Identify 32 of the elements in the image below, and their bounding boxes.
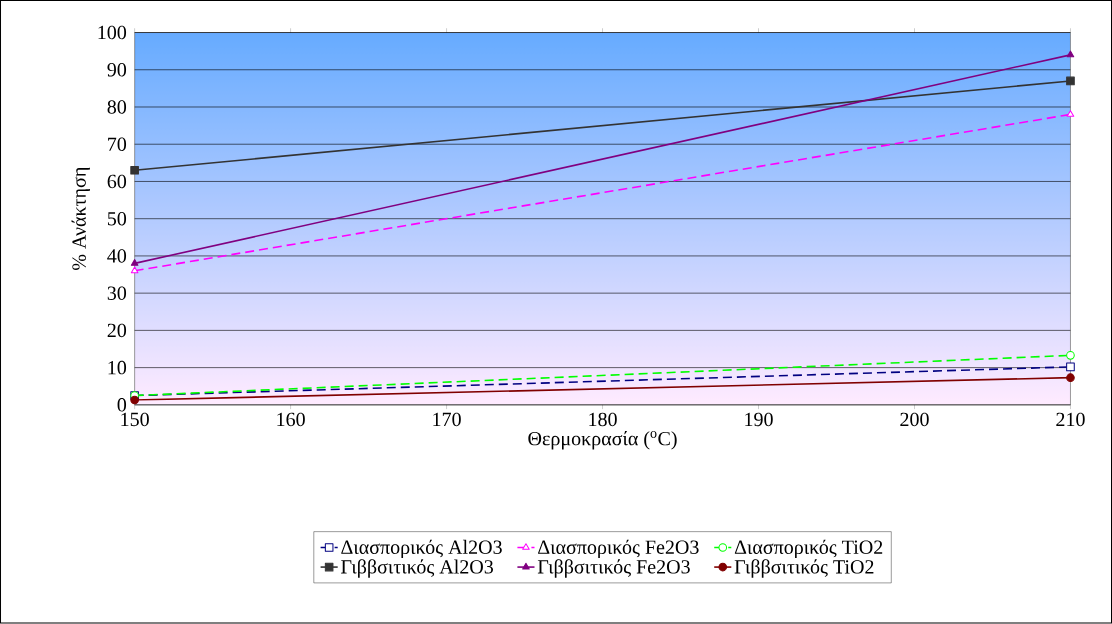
y-tick-label: 50 [107,212,127,226]
y-tick-label: 0 [117,398,127,412]
y-axis-title: % Ανάκτηση [71,167,90,271]
point [1066,362,1075,372]
legend-label: Γιββσιτικός Al2O3 [341,559,494,578]
x-tick-label: 160 [277,412,305,427]
x-tick-label: 210 [1056,412,1085,427]
y-tick-label: 90 [107,63,127,77]
legend-label: Διασπορικός Al2O3 [341,539,502,559]
x-tick-label: 150 [121,412,149,427]
x-tick-label: 200 [900,412,929,427]
point [1066,76,1075,86]
point [130,395,139,405]
point [130,166,139,175]
x-tick-label: 190 [745,412,773,427]
legend-label: Γιββσιτικός Fe2O3 [537,559,690,578]
y-tick-label: 80 [107,100,127,114]
y-tick-label: 40 [107,249,127,263]
y-tick-label: 10 [108,361,127,375]
legend-label: Διασπορικός Fe2O3 [538,539,699,559]
y-tick-label: 60 [107,174,127,189]
point [1066,373,1075,383]
y-tick-label: 20 [107,323,127,338]
x-axis-title: Θερμοκρασία ($^{o}$C) [528,431,677,450]
y-tick-label: 30 [107,286,127,301]
legend-label: Διασπορικός TiO2 [734,539,883,559]
x-tick-label: 180 [589,412,617,427]
x-tick-label: 170 [433,412,461,427]
y-tick-label: 70 [108,137,127,152]
y-tick-label: 100 [98,25,127,40]
point [1066,351,1075,360]
legend-label: Γιββσιτικός TiO2 [734,559,874,578]
